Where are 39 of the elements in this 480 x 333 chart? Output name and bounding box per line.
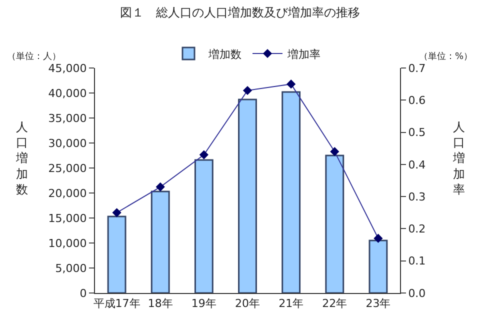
y2-tick-label: 0.5 bbox=[408, 126, 426, 140]
x-tick-label: 21年 bbox=[278, 297, 304, 310]
bar bbox=[107, 216, 126, 293]
y2-tick-label: 0.3 bbox=[408, 190, 426, 204]
bar bbox=[194, 159, 214, 293]
bar bbox=[150, 190, 170, 293]
y2-tick-label: 0.7 bbox=[408, 62, 426, 75]
y-tick-label: 40,000 bbox=[48, 86, 87, 100]
y2-tick-label: 0.6 bbox=[408, 94, 426, 107]
bar bbox=[238, 98, 257, 293]
y2-tick-label: 0.2 bbox=[408, 222, 426, 236]
bar bbox=[282, 91, 301, 293]
y-tick-label: 0 bbox=[80, 286, 87, 300]
text: （単位：%） bbox=[419, 51, 473, 62]
y-tick-label: 20,000 bbox=[48, 186, 87, 200]
y-tick-label: 15,000 bbox=[48, 212, 87, 225]
y-tick-label: 5,000 bbox=[55, 262, 87, 275]
y2-tick-label: 0.0 bbox=[408, 286, 426, 300]
chart-title: 図１ 総人口の人口増加数及び増加率の推移 bbox=[120, 6, 360, 20]
bar bbox=[368, 240, 388, 293]
y-tick-label: 35,000 bbox=[48, 112, 87, 125]
x-tick-label: 19年 bbox=[191, 297, 216, 310]
y-tick-label: 45,000 bbox=[48, 62, 87, 75]
x-tick-label: 23年 bbox=[366, 297, 391, 310]
x-tick-label: 20年 bbox=[235, 297, 260, 310]
y-axis-title: 人口増加数 bbox=[15, 120, 28, 196]
legend-label: 増加数 bbox=[208, 48, 242, 61]
y2-tick-label: 0.1 bbox=[408, 254, 426, 268]
y2-axis-title: 人口増加率 bbox=[452, 120, 465, 196]
y-tick-label: 30,000 bbox=[48, 136, 87, 150]
x-tick-label: 18年 bbox=[148, 297, 173, 310]
x-tick-label: 平成17年 bbox=[93, 297, 140, 310]
y-tick-label: 25,000 bbox=[48, 162, 87, 175]
text: （単位：人） bbox=[7, 51, 61, 62]
bar bbox=[325, 154, 344, 293]
y2-tick-label: 0.4 bbox=[408, 158, 426, 172]
x-tick-label: 22年 bbox=[322, 297, 348, 310]
y-tick-label: 10,000 bbox=[48, 236, 87, 250]
legend-label: 増加率 bbox=[286, 48, 320, 61]
